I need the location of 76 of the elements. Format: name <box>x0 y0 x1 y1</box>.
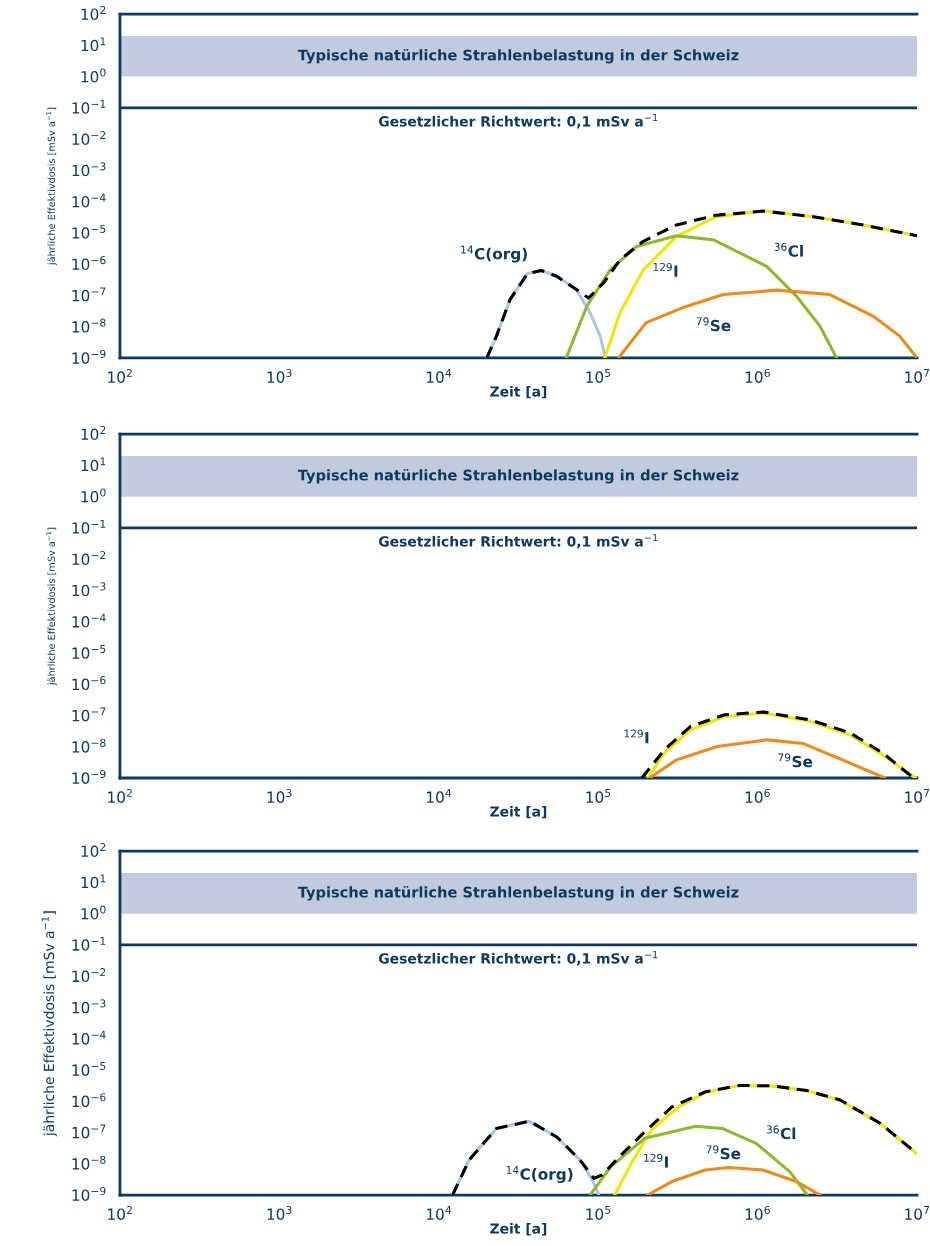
series-label: $^{79}$Se <box>778 753 813 768</box>
x-tick-label: 10$^{3}$ <box>267 1205 292 1220</box>
series-label: $^{36}$Cl <box>774 242 803 257</box>
x-tick-label: 10$^{5}$ <box>586 789 611 803</box>
y-tick-label: 10$^{−3}$ <box>72 999 106 1014</box>
y-tick-label: 10$^{−8}$ <box>72 1155 106 1170</box>
series-label: $^{129}$I <box>644 1153 668 1168</box>
x-tick-label: 10$^{4}$ <box>427 789 452 803</box>
y-tick-label: 10$^{−9}$ <box>72 1186 106 1201</box>
y-tick-label: 10$^{−7}$ <box>72 287 106 302</box>
y-tick-label: 10$^{−8}$ <box>72 738 106 753</box>
y-axis-title: jährliche Effektivdosis [mSv a$^{−1}$] <box>46 527 57 686</box>
y-tick-label: 10$^{2}$ <box>81 843 106 858</box>
y-tick-label: 10$^{−6}$ <box>72 1093 106 1108</box>
y-tick-label: 10$^{−2}$ <box>72 551 106 566</box>
x-tick-label: 10$^{7}$ <box>905 369 930 383</box>
series-label: $^{14}$C(org) <box>461 245 527 263</box>
y-tick-label: 10$^{−9}$ <box>72 349 106 364</box>
series-label: $^{129}$I <box>624 729 649 744</box>
y-tick-label: 10$^{−3}$ <box>72 582 106 597</box>
x-tick-label: 10$^{6}$ <box>745 1205 770 1220</box>
x-tick-label: 10$^{4}$ <box>427 369 452 383</box>
series-label: $^{79}$Se <box>706 1145 741 1160</box>
y-tick-label: 10$^{−2}$ <box>72 968 106 983</box>
band-label: Typische natürliche Strahlenbelastung in der Schweiz <box>297 49 739 64</box>
y-tick-label: 10$^{0}$ <box>81 68 106 83</box>
y-tick-label: 10$^{0}$ <box>81 905 106 920</box>
y-tick-label: 10$^{1}$ <box>81 457 106 472</box>
y-tick-label: 10$^{−4}$ <box>72 193 106 208</box>
y-tick-label: 10$^{−9}$ <box>72 769 106 784</box>
x-tick-label: 10$^{6}$ <box>745 788 770 803</box>
x-tick-label: 10$^{5}$ <box>586 1206 611 1220</box>
x-tick-label: 10$^{7}$ <box>905 789 930 803</box>
y-tick-label: 10$^{1}$ <box>81 37 106 52</box>
x-tick-label: 10$^{2}$ <box>108 788 132 803</box>
series-label: $^{129}$I <box>653 262 678 277</box>
y-tick-label: 10$^{−4}$ <box>72 613 106 628</box>
y-tick-label: 10$^{−8}$ <box>72 318 106 333</box>
ref-line-label: Gesetzlicher Richtwert: 0,1 mSv a$^{−1}$ <box>378 534 658 549</box>
y-tick-label: 10$^{−1}$ <box>72 519 106 534</box>
x-tick-label: 10$^{5}$ <box>586 369 611 383</box>
x-tick-label: 10$^{7}$ <box>905 1206 930 1220</box>
y-tick-label: 10$^{−6}$ <box>72 256 106 271</box>
x-axis-title: Zeit [a] <box>490 1223 547 1236</box>
band-label: Typische natürliche Strahlenbelastung in der Schweiz <box>297 469 739 484</box>
ref-line-label: Gesetzlicher Richtwert: 0,1 mSv a$^{−1}$ <box>378 114 658 129</box>
y-tick-label: 10$^{−7}$ <box>72 1124 106 1139</box>
series-label: $^{36}$Cl <box>766 1125 796 1140</box>
y-tick-label: 10$^{−5}$ <box>72 1062 106 1076</box>
x-tick-label: 10$^{6}$ <box>745 368 770 383</box>
y-axis-title: jährliche Effektivdosis [mSv a$^{−1}$] <box>46 107 57 266</box>
y-tick-label: 10$^{2}$ <box>81 5 106 20</box>
y-tick-label: 10$^{−4}$ <box>72 1030 106 1045</box>
x-axis-title: Zeit [a] <box>490 385 547 399</box>
x-tick-label: 10$^{2}$ <box>108 368 132 383</box>
x-tick-label: 10$^{3}$ <box>267 368 292 383</box>
y-tick-label: 10$^{−3}$ <box>72 162 106 177</box>
y-tick-label: 10$^{−7}$ <box>72 707 106 722</box>
y-axis-title: jährliche Effektivdosis [mSv a$^{−1}$] <box>41 911 57 1137</box>
y-tick-label: 10$^{−1}$ <box>72 936 106 951</box>
y-tick-label: 10$^{−2}$ <box>72 131 106 146</box>
y-tick-label: 10$^{0}$ <box>81 488 106 503</box>
y-tick-label: 10$^{−1}$ <box>72 99 106 114</box>
y-tick-label: 10$^{−5}$ <box>72 645 106 659</box>
series-label: $^{14}$C(org) <box>506 1166 573 1183</box>
band-label: Typische natürliche Strahlenbelastung in der Schweiz <box>297 886 739 901</box>
y-tick-label: 10$^{1}$ <box>81 874 106 889</box>
series-label: $^{79}$Se <box>696 317 731 332</box>
ref-line-label: Gesetzlicher Richtwert: 0,1 mSv a$^{−1}$ <box>378 951 658 966</box>
y-tick-label: 10$^{−6}$ <box>72 676 106 691</box>
x-tick-label: 10$^{2}$ <box>108 1205 132 1220</box>
y-tick-label: 10$^{−5}$ <box>72 224 106 239</box>
x-tick-label: 10$^{4}$ <box>427 1206 452 1220</box>
y-tick-label: 10$^{2}$ <box>81 426 106 441</box>
x-axis-title: Zeit [a] <box>490 805 547 819</box>
x-tick-label: 10$^{3}$ <box>267 788 292 803</box>
